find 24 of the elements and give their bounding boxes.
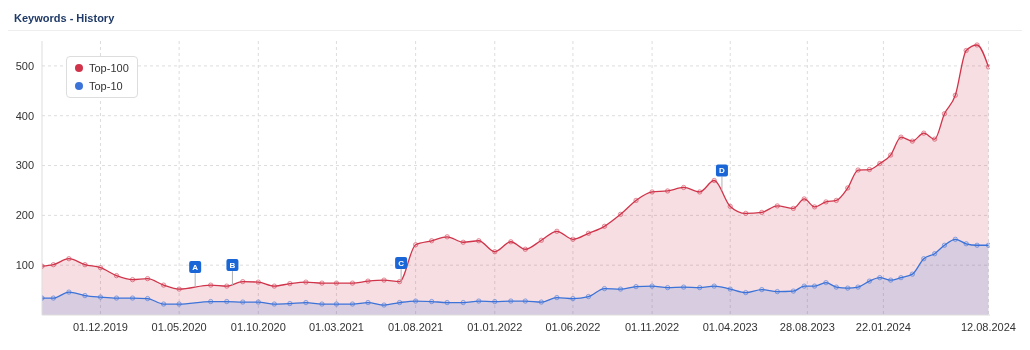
x-tick-label: 01.08.2021: [388, 320, 444, 333]
x-tick-label: 28.08.2023: [779, 320, 835, 333]
legend-label: Top-10: [89, 79, 123, 94]
y-tick-label: 200: [15, 209, 34, 222]
annotation: D: [719, 166, 726, 176]
x-tick-label: 01.10.2020: [230, 320, 286, 333]
x-tick-label: 01.04.2023: [702, 320, 758, 333]
annotation: B: [229, 261, 236, 271]
x-tick-label: 22.01.2024: [855, 320, 911, 333]
y-tick-label: 500: [15, 59, 34, 72]
annotation: A: [192, 263, 199, 273]
y-tick-label: 100: [15, 259, 34, 272]
x-tick-label: 01.11.2022: [624, 320, 680, 333]
x-tick-label: 12.08.2024: [960, 320, 1016, 333]
x-tick-label: 01.12.2019: [72, 320, 129, 333]
x-tick-label: 01.03.2021: [308, 320, 364, 333]
y-tick-label: 300: [15, 159, 34, 172]
annotation: C: [398, 259, 405, 269]
x-tick-label: 01.06.2022: [545, 320, 601, 333]
legend-label: Top-100: [89, 61, 129, 76]
x-tick-label: 01.01.2022: [467, 320, 523, 333]
chart-title: Keywords - History: [8, 8, 1022, 31]
x-tick-label: 01.05.2020: [151, 320, 207, 333]
y-tick-label: 400: [15, 109, 34, 122]
